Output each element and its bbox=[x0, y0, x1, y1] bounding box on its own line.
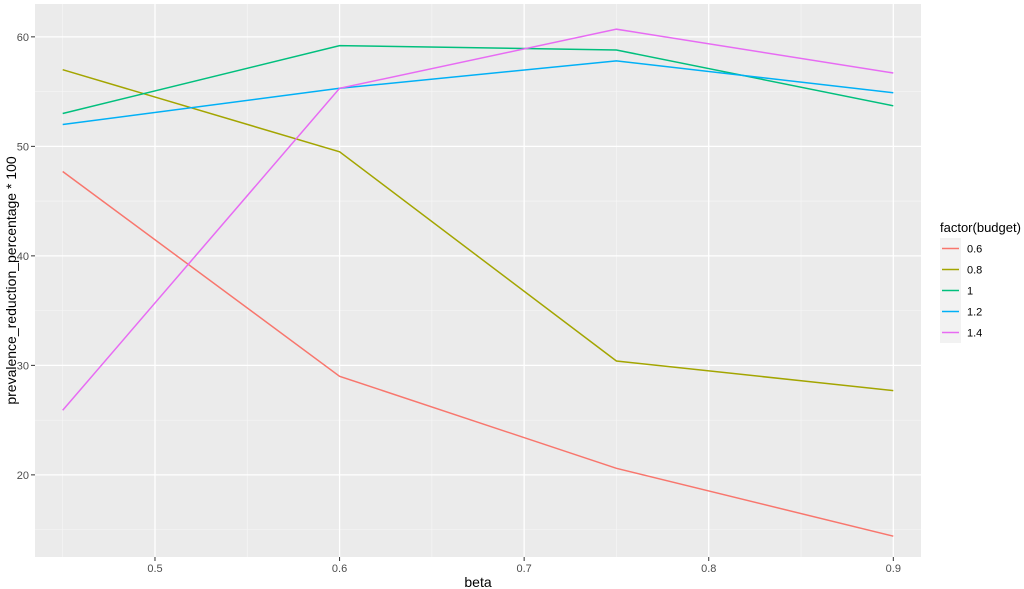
series-lines bbox=[62, 28, 894, 537]
x-tick-label: 0.9 bbox=[886, 563, 901, 575]
x-axis-title: beta bbox=[464, 574, 491, 589]
legend-title: factor(budget) bbox=[940, 220, 1021, 235]
x-tick-label: 0.5 bbox=[147, 563, 162, 575]
series-line-1.4 bbox=[62, 28, 894, 411]
y-tick-label: 40 bbox=[17, 251, 29, 263]
grid-minor bbox=[35, 4, 921, 557]
series-line-0.6 bbox=[62, 170, 894, 537]
x-tick-label: 0.7 bbox=[516, 563, 531, 575]
y-tick-label: 50 bbox=[17, 141, 29, 153]
x-tick-label: 0.8 bbox=[701, 563, 716, 575]
x-axis-ticks: 0.5 0.6 0.7 0.8 0.9 bbox=[147, 557, 901, 575]
y-axis-ticks: 20 30 40 50 60 bbox=[17, 32, 35, 482]
panel-background bbox=[35, 4, 921, 557]
legend-label: 0.6 bbox=[967, 244, 982, 256]
legend-label: 0.8 bbox=[967, 265, 982, 277]
series-line-1.2 bbox=[62, 60, 894, 126]
x-tick-label: 0.6 bbox=[332, 563, 347, 575]
legend-label: 1 bbox=[967, 286, 973, 298]
legend-label: 1.2 bbox=[967, 307, 982, 319]
series-line-1 bbox=[62, 44, 894, 115]
legend-label: 1.4 bbox=[967, 328, 982, 340]
y-tick-label: 20 bbox=[17, 470, 29, 482]
y-axis-title: prevalence_reduction_percentage * 100 bbox=[3, 156, 19, 405]
grid-major bbox=[35, 4, 921, 557]
y-tick-label: 60 bbox=[17, 32, 29, 44]
legend: factor(budget) 0.6 0.8 1 1.2 1.4 bbox=[940, 220, 1021, 343]
series-line-0.8 bbox=[62, 68, 894, 392]
legend-items: 0.6 0.8 1 1.2 1.4 bbox=[940, 238, 982, 343]
y-tick-label: 30 bbox=[17, 360, 29, 372]
